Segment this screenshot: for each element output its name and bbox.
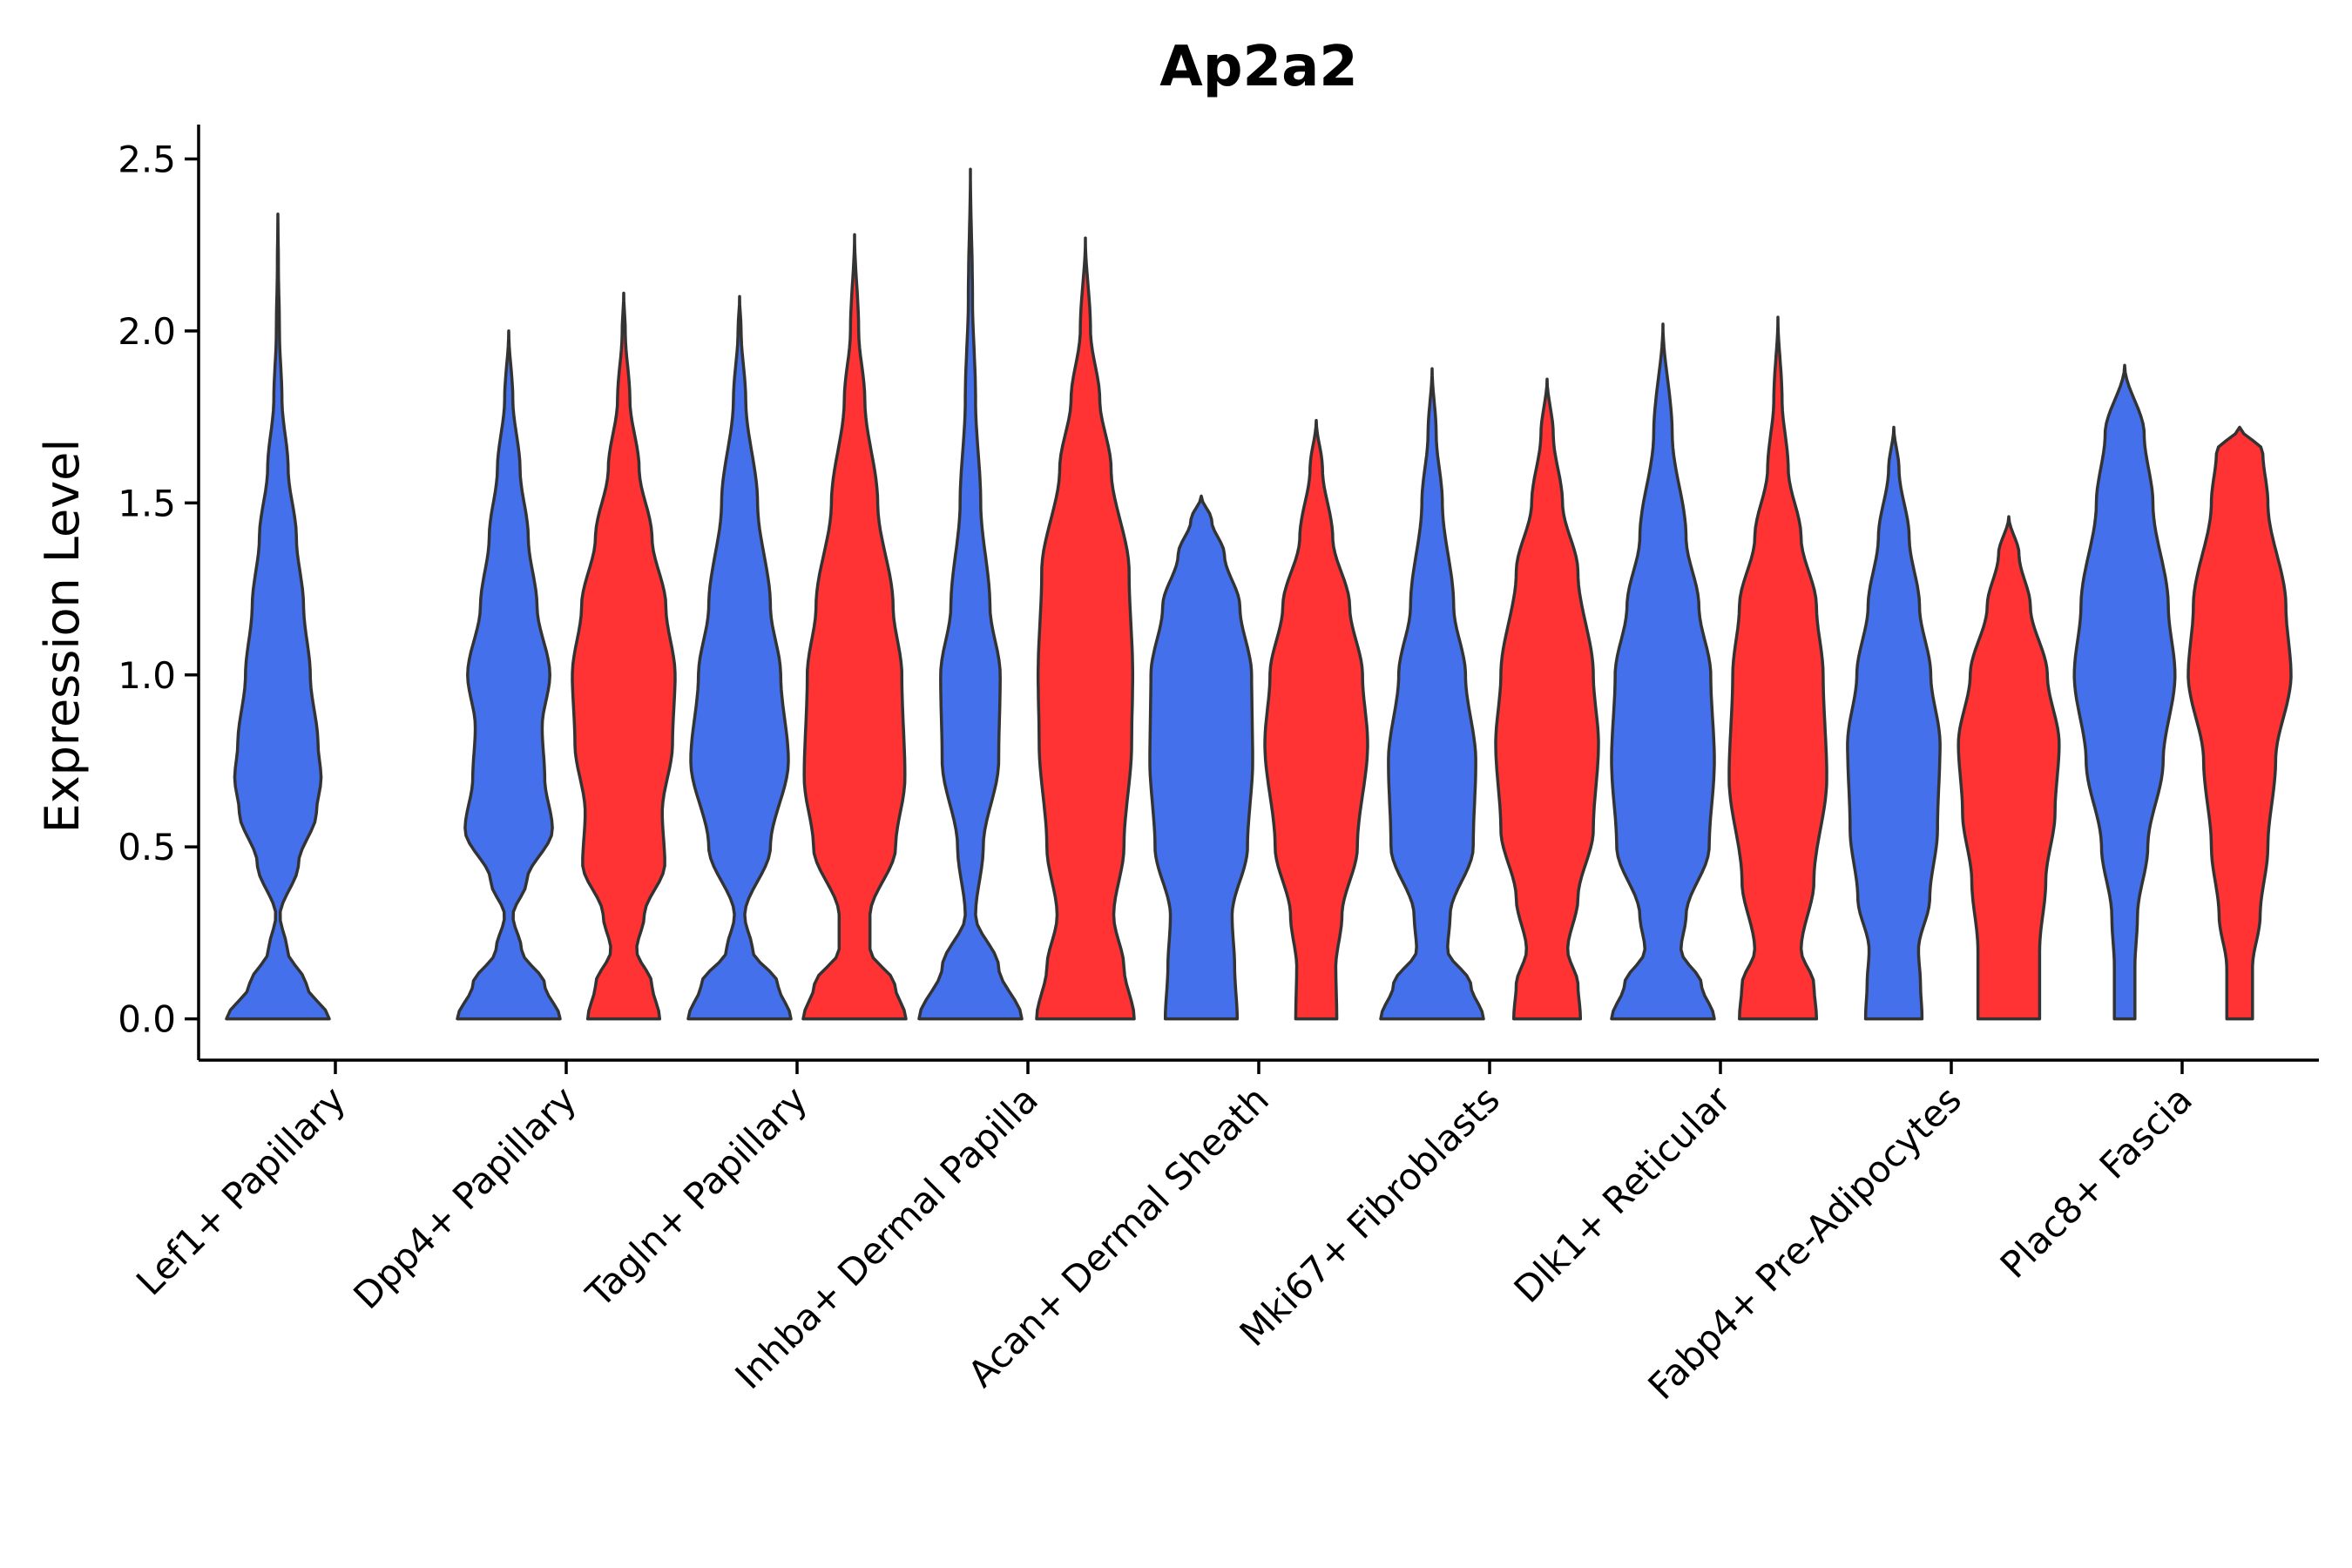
x-tick-label: Mki67+ Fibroblasts — [1232, 1078, 1508, 1354]
y-axis-label: Expression Level — [35, 439, 90, 834]
violin-2-a — [686, 294, 793, 1021]
violin-2-b — [801, 233, 908, 1021]
violin-1-b — [571, 291, 677, 1021]
y-tick-label: 2.5 — [118, 138, 176, 180]
violin-4-a — [1148, 494, 1254, 1021]
x-tick-label: Plac8+ Fascia — [1992, 1078, 2200, 1286]
y-tick-label: 0.0 — [118, 998, 176, 1041]
violin-8-b — [2186, 425, 2293, 1021]
violin-7-b — [1957, 515, 2061, 1021]
violin-layer — [225, 167, 2293, 1021]
violin-6-a — [1610, 322, 1716, 1021]
violin-5-b — [1494, 377, 1600, 1021]
y-tick-label: 2.0 — [118, 310, 176, 353]
violin-3-a — [917, 167, 1024, 1021]
y-tick-label: 0.5 — [118, 826, 176, 868]
chart-title: Ap2a2 — [1159, 35, 1358, 99]
violin-4-b — [1263, 418, 1369, 1021]
x-tick-label: Lef1+ Papillary — [128, 1078, 354, 1303]
y-axis: 0.0 0.5 1.0 1.5 2.0 2.5 — [118, 125, 200, 1060]
y-tick-label: 1.0 — [118, 654, 176, 697]
violin-5-a — [1379, 367, 1485, 1021]
violin-6-b — [1727, 315, 1828, 1021]
y-tick-label: 1.5 — [118, 482, 176, 524]
x-tick-label: Dpp4+ Papillary — [345, 1078, 585, 1317]
x-tick-label: Tagln+ Papillary — [578, 1078, 815, 1315]
violin-3-b — [1035, 236, 1136, 1021]
x-tick-label: Dlk1+ Reticular — [1506, 1078, 1740, 1311]
violin-7-a — [1846, 425, 1942, 1021]
violin-1-a — [456, 329, 562, 1021]
violin-8-a — [2072, 363, 2177, 1021]
violin-0-a — [225, 212, 331, 1021]
